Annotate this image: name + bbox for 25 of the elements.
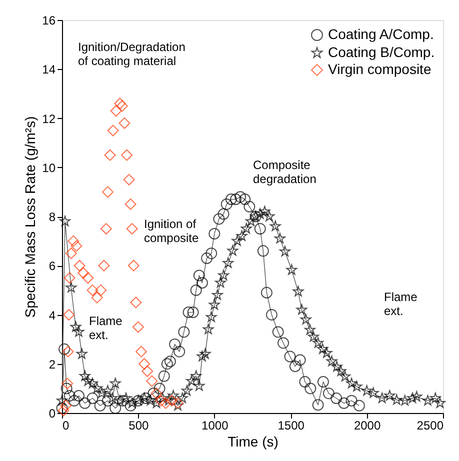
legend-label: Coating A/Comp.	[328, 26, 434, 42]
x-tick-label: 2000	[354, 418, 381, 432]
y-tick-label: 0	[48, 406, 56, 420]
annotation: Composite degradation	[253, 158, 316, 186]
annotation: Ignition of composite	[144, 217, 200, 245]
annotation: Flame ext.	[89, 314, 123, 342]
y-tick-label: 16	[42, 14, 56, 28]
y-tick-label: 8	[48, 210, 56, 224]
x-tick-label: 2500	[416, 418, 444, 432]
y-tick-label: 10	[42, 160, 56, 175]
y-tick-label: 6	[48, 259, 56, 274]
y-tick-label: 4	[48, 308, 56, 322]
annotation: Flame ext.	[384, 290, 418, 318]
legend-label: Coating B/Comp.	[328, 44, 435, 60]
y-tick-label: 14	[42, 62, 56, 77]
y-tick-label: 12	[42, 112, 56, 126]
annotation: Ignition/Degradation of coating material	[78, 40, 186, 68]
x-tick-label: 1000	[202, 418, 229, 432]
legend-label: Virgin composite	[328, 61, 432, 77]
x-tick-label: 1500	[278, 418, 305, 432]
y-axis-title: Specific Mass Loss Rate (g/m²s)	[22, 116, 38, 318]
y-tick-label: 2	[48, 357, 56, 372]
x-axis-title: Time (s)	[228, 434, 278, 450]
x-tick-label: 0	[62, 418, 70, 432]
x-tick-label: 500	[128, 418, 150, 432]
